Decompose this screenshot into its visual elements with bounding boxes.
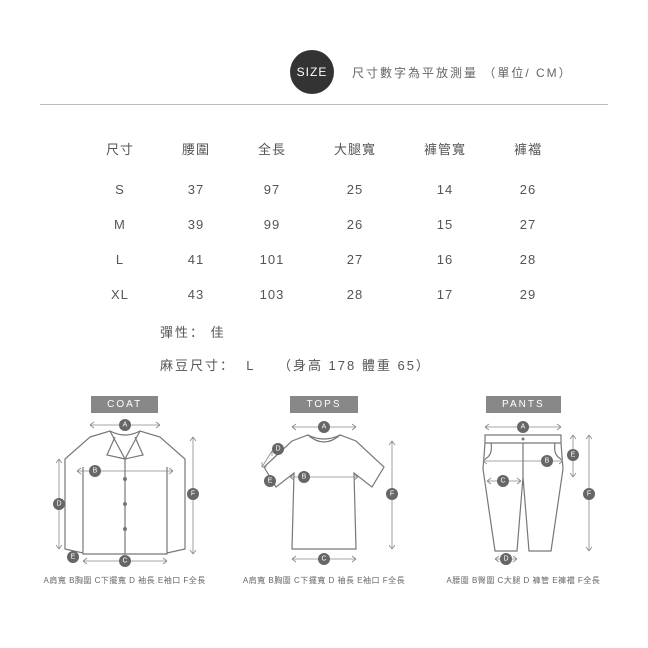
diagram-tops: TOPS A B C D E F A肩寬 B胸圍 C下擺寬 D 袖長 E袖口 F… xyxy=(229,394,418,586)
svg-text:B: B xyxy=(545,458,550,465)
svg-text:A: A xyxy=(322,424,327,431)
svg-text:D: D xyxy=(275,446,280,453)
diagram-coat: COAT A B C D E F A肩寬 B胸圍 C下擺寬 D 袖長 E袖口 F… xyxy=(30,394,219,586)
elasticity-line: 彈性： 佳 xyxy=(0,312,648,341)
coat-caption: A肩寬 B胸圍 C下擺寬 D 袖長 E袖口 F全長 xyxy=(30,575,219,586)
diagram-label-coat: COAT xyxy=(91,396,158,413)
svg-text:A: A xyxy=(122,422,127,429)
svg-text:B: B xyxy=(92,468,97,475)
col-rise: 褲襠 xyxy=(490,129,566,172)
elasticity-value: 佳 xyxy=(211,325,226,340)
table-row: XL43103281729 xyxy=(82,277,566,312)
col-length: 全長 xyxy=(234,129,310,172)
col-waist: 腰圍 xyxy=(158,129,234,172)
diagram-label-pants: PANTS xyxy=(486,396,561,413)
svg-text:A: A xyxy=(521,424,526,431)
svg-text:D: D xyxy=(56,501,61,508)
model-line: 麻豆尺寸： L （身高 178 體重 65） xyxy=(0,341,648,394)
table-header-row: 尺寸 腰圍 全長 大腿寬 褲管寬 褲襠 xyxy=(82,129,566,172)
svg-text:C: C xyxy=(122,558,127,565)
svg-text:E: E xyxy=(70,554,75,561)
table-row: S3797251426 xyxy=(82,172,566,207)
size-table: 尺寸 腰圍 全長 大腿寬 褲管寬 褲襠 S3797251426 M3999261… xyxy=(82,129,566,312)
diagram-pants: PANTS A B C D E F A腰圍 B臀圍 C大腿 D 褲管 E褲襠 F… xyxy=(429,394,618,586)
diagram-label-tops: TOPS xyxy=(290,396,357,413)
svg-text:B: B xyxy=(302,474,307,481)
model-label: 麻豆尺寸： xyxy=(160,358,235,373)
svg-text:D: D xyxy=(504,556,509,563)
elasticity-label: 彈性： xyxy=(160,325,205,340)
col-thigh: 大腿寬 xyxy=(310,129,400,172)
svg-text:F: F xyxy=(191,491,195,498)
svg-text:F: F xyxy=(390,491,394,498)
pants-svg: A B C D E F xyxy=(433,419,613,569)
svg-text:E: E xyxy=(268,478,273,485)
model-extra: （身高 178 體重 65） xyxy=(278,358,431,373)
svg-text:C: C xyxy=(501,478,506,485)
model-value: L xyxy=(246,358,255,373)
header-note: 尺寸數字為平放測量 （單位/ CM） xyxy=(352,64,573,81)
tops-svg: A B C D E F xyxy=(234,419,414,569)
header: SIZE 尺寸數字為平放測量 （單位/ CM） xyxy=(0,0,648,104)
coat-svg: A B C D E F xyxy=(35,419,215,569)
tops-caption: A肩寬 B胸圍 C下擺寬 D 袖長 E袖口 F全長 xyxy=(229,575,418,586)
header-rule xyxy=(40,104,608,105)
diagrams-row: COAT A B C D E F A肩寬 B胸圍 C下擺寬 D 袖長 E袖口 F… xyxy=(0,394,648,586)
svg-text:F: F xyxy=(587,491,591,498)
table-row: M3999261527 xyxy=(82,207,566,242)
pants-caption: A腰圍 B臀圍 C大腿 D 褲管 E褲襠 F全長 xyxy=(429,575,618,586)
table-row: L41101271628 xyxy=(82,242,566,277)
svg-text:C: C xyxy=(321,556,326,563)
svg-text:E: E xyxy=(571,452,576,459)
size-badge: SIZE xyxy=(290,50,334,94)
col-leg: 褲管寬 xyxy=(400,129,490,172)
col-size: 尺寸 xyxy=(82,129,158,172)
